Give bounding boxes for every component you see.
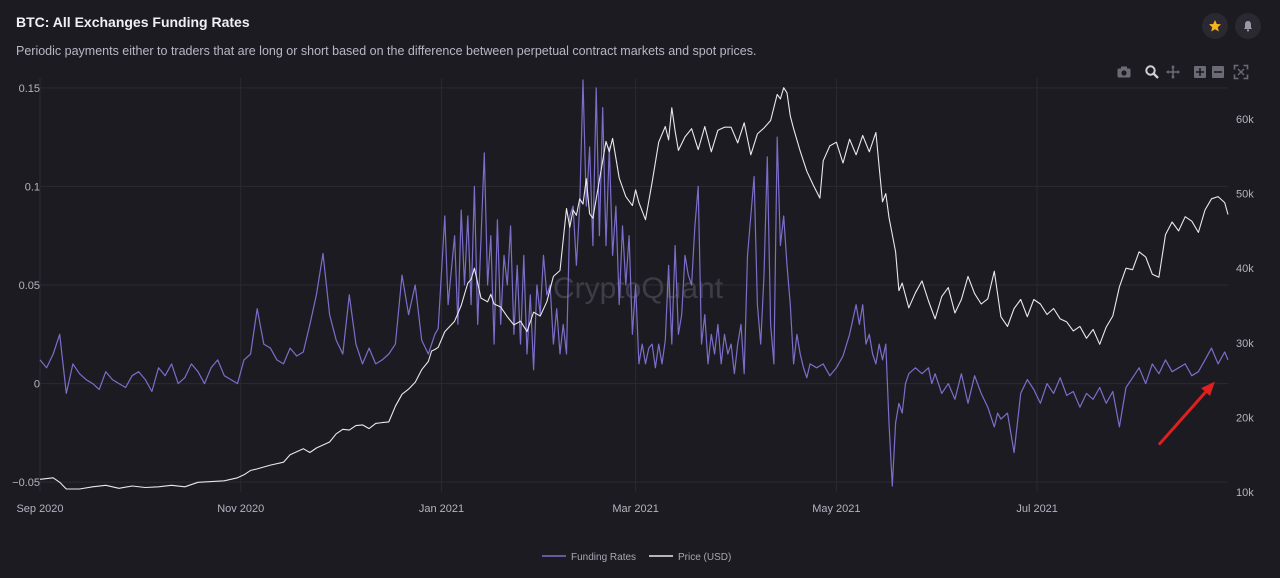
bell-icon [1243,21,1253,32]
funding-rates-line [39,79,1229,487]
y-left-tick-label: 0.15 [19,83,40,95]
price-line [39,87,1229,490]
y-right-tick-label: 20k [1236,412,1254,424]
legend-label-funding-rates[interactable]: Funding Rates [571,552,636,563]
y-right-tick-label: 30k [1236,338,1254,350]
x-tick-label: Mar 2021 [612,503,658,515]
annotations [1157,381,1215,446]
y-left-tick-label: 0 [34,379,40,391]
legend-label-price[interactable]: Price (USD) [678,552,731,563]
trend-arrow-head [1201,381,1215,397]
y-left-tick-label: 0.05 [19,280,40,292]
x-tick-label: Jul 2021 [1016,503,1058,515]
y-right-tick-label: 40k [1236,263,1254,275]
zoom-out-icon[interactable] [1210,64,1226,80]
zoom-icon[interactable] [1144,64,1160,80]
pan-icon[interactable] [1165,64,1181,80]
trend-arrow-shaft [1157,391,1207,446]
notification-button[interactable] [1235,13,1261,39]
camera-icon[interactable] [1116,64,1132,80]
chart-subtitle: Periodic payments either to traders that… [16,44,757,58]
watermark: CryptoQuant [553,272,724,305]
chart-title: BTC: All Exchanges Funding Rates [16,14,250,30]
x-tick-label: Sep 2020 [16,503,63,515]
x-tick-label: Jan 2021 [419,503,464,515]
zoom-in-icon[interactable] [1192,64,1208,80]
y-left-tick-label: −0.05 [12,477,40,489]
y-right-tick-label: 50k [1236,189,1254,201]
y-right-tick-label: 10k [1236,487,1254,499]
y-left-tick-label: 0.1 [25,181,40,193]
reset-axes-icon[interactable] [1233,64,1249,80]
x-tick-label: May 2021 [812,503,860,515]
axes: Sep 2020 Nov 2020 Jan 2021 Mar 2021 May 2021… [12,83,1254,515]
series-layer [39,79,1229,490]
favorite-button[interactable] [1202,13,1228,39]
x-tick-label: Nov 2020 [217,503,264,515]
legend[interactable]: Funding Rates Price (USD) [542,552,731,563]
star-icon [1209,20,1221,32]
y-right-tick-label: 60k [1236,114,1254,126]
